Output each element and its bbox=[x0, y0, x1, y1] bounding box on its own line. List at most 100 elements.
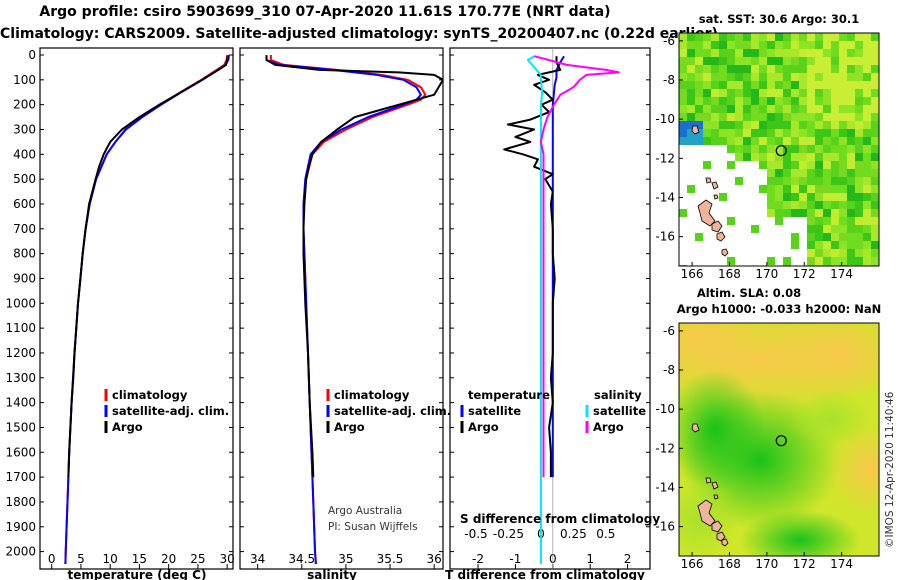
sst-cell bbox=[743, 81, 751, 89]
sst-cell bbox=[679, 97, 687, 105]
sst-cell bbox=[767, 201, 775, 209]
map-y-tick-label: -12 bbox=[655, 441, 675, 455]
sst-cell bbox=[687, 33, 695, 41]
sst-cell bbox=[839, 41, 847, 49]
sst-cell bbox=[791, 201, 799, 209]
sst-cell bbox=[823, 161, 831, 169]
sst-cell bbox=[775, 129, 783, 137]
sst-cell bbox=[871, 41, 879, 49]
sst-cell bbox=[703, 129, 711, 137]
difference-legend: temperature salinity satellite Argo sate… bbox=[460, 388, 660, 526]
sst-cell bbox=[807, 65, 815, 73]
sst-cell bbox=[791, 65, 799, 73]
sst-cell bbox=[855, 113, 863, 121]
sst-cell bbox=[823, 57, 831, 65]
sst-cell bbox=[863, 137, 871, 145]
sst-cell bbox=[759, 97, 767, 105]
sst-cell bbox=[751, 145, 759, 153]
sst-cell bbox=[815, 233, 823, 241]
map-y-tick-label: -6 bbox=[663, 324, 675, 338]
sst-cell bbox=[751, 153, 759, 161]
sst-cell bbox=[871, 121, 879, 129]
sst-cell bbox=[815, 145, 823, 153]
sst-cell bbox=[743, 97, 751, 105]
sst-cell bbox=[791, 105, 799, 113]
sst-cell bbox=[823, 41, 831, 49]
sst-cell bbox=[863, 225, 871, 233]
sst-cell bbox=[847, 169, 855, 177]
sst-cell bbox=[695, 97, 703, 105]
sst-cell bbox=[831, 97, 839, 105]
sst-cell bbox=[815, 113, 823, 121]
sst-cell bbox=[687, 41, 695, 49]
sst-cell bbox=[767, 49, 775, 57]
sst-cell bbox=[687, 97, 695, 105]
sst-cell bbox=[711, 137, 719, 145]
sst-cell bbox=[863, 57, 871, 65]
sst-cell bbox=[791, 185, 799, 193]
sst-cell bbox=[719, 73, 727, 81]
sst-cell bbox=[839, 33, 847, 41]
sst-cell bbox=[823, 65, 831, 73]
sst-cell bbox=[863, 209, 871, 217]
sst-cell bbox=[863, 41, 871, 49]
sst-cell bbox=[687, 57, 695, 65]
sst-cell bbox=[687, 49, 695, 57]
sst-cell bbox=[783, 73, 791, 81]
vanuatu-islands bbox=[691, 125, 729, 257]
sst-cell bbox=[735, 113, 743, 121]
sst-cell bbox=[847, 33, 855, 41]
sst-cell bbox=[799, 145, 807, 153]
map-x-tick-label: 174 bbox=[830, 557, 853, 571]
sst-cell bbox=[847, 257, 855, 265]
sst-cell bbox=[823, 177, 831, 185]
sst-cell bbox=[847, 121, 855, 129]
sst-cell bbox=[799, 97, 807, 105]
sst-cell bbox=[679, 129, 687, 137]
sst-cell bbox=[735, 105, 743, 113]
sst-cell bbox=[823, 249, 831, 257]
sst-map-frame bbox=[678, 32, 880, 267]
sst-cell bbox=[823, 49, 831, 57]
sst-cell bbox=[839, 169, 847, 177]
sst-cell bbox=[719, 65, 727, 73]
sst-cell bbox=[783, 105, 791, 113]
sst-cell bbox=[759, 185, 767, 193]
temperature-series-argo bbox=[67, 56, 229, 478]
sst-cell bbox=[839, 153, 847, 161]
map-x-tick-label: 168 bbox=[718, 267, 741, 281]
s-difference-tick-label: 0.25 bbox=[560, 527, 587, 541]
sst-cell bbox=[839, 57, 847, 65]
sst-cell bbox=[863, 169, 871, 177]
salinity-x-tick-label: 36 bbox=[427, 552, 442, 566]
sst-cell bbox=[711, 81, 719, 89]
sst-cell bbox=[823, 129, 831, 137]
sst-cell bbox=[807, 33, 815, 41]
temperature-x-tick-label: 25 bbox=[190, 552, 205, 566]
sst-cell bbox=[775, 89, 783, 97]
temperature-x-tick-label: 20 bbox=[161, 552, 176, 566]
sst-cell bbox=[767, 113, 775, 121]
sst-cell bbox=[703, 57, 711, 65]
sst-cell bbox=[855, 121, 863, 129]
sst-cell bbox=[839, 97, 847, 105]
sst-cell bbox=[807, 113, 815, 121]
sst-cell bbox=[823, 257, 831, 265]
sst-cell bbox=[823, 241, 831, 249]
sst-cell bbox=[719, 33, 727, 41]
sst-cell bbox=[783, 177, 791, 185]
legend-label-satellite: satellite-adj. clim. bbox=[112, 404, 229, 418]
annotation-pi: PI: Susan Wijffels bbox=[328, 521, 418, 533]
sst-cell bbox=[783, 145, 791, 153]
sst-cell bbox=[783, 113, 791, 121]
sst-cell bbox=[687, 89, 695, 97]
sst-cell bbox=[719, 137, 727, 145]
sst-cell bbox=[831, 121, 839, 129]
sst-cell bbox=[871, 89, 879, 97]
sst-cell bbox=[855, 145, 863, 153]
sst-cell bbox=[775, 137, 783, 145]
difference-plot-area bbox=[503, 48, 620, 569]
sst-cell bbox=[839, 113, 847, 121]
sst-cell bbox=[727, 145, 735, 153]
sst-cell bbox=[871, 81, 879, 89]
